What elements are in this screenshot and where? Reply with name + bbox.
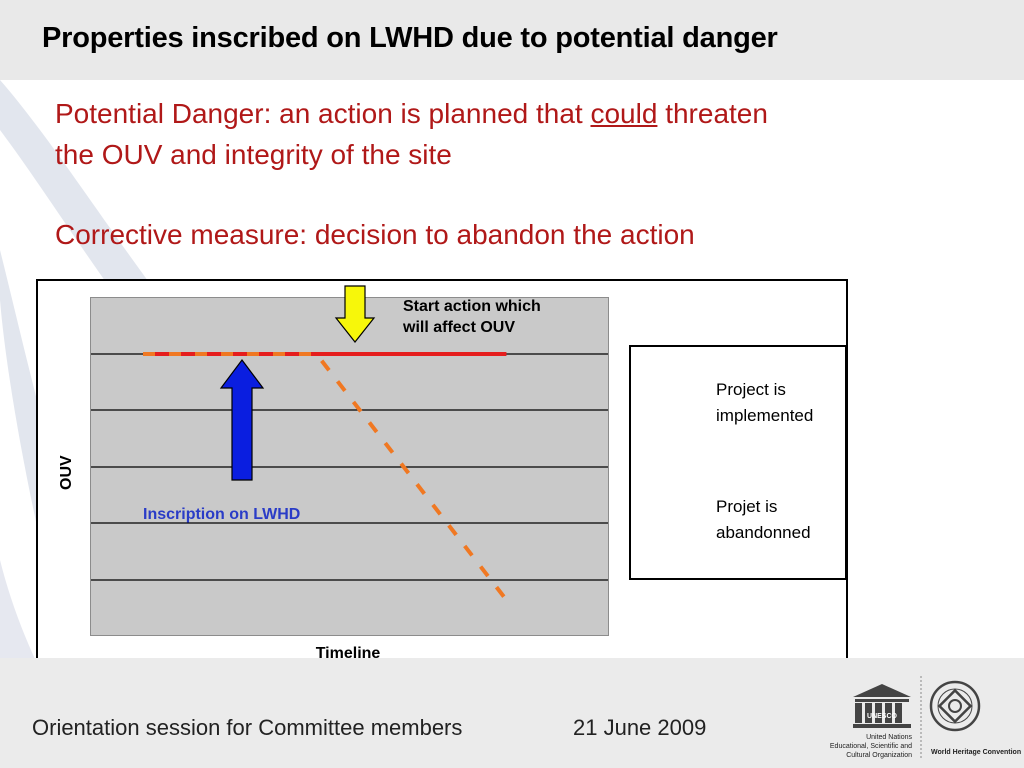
unesco-logo-text: UNESCO [867,713,898,720]
inscription-annotation: Inscription on LWHD [143,506,301,523]
start-action-line1: Start action which [403,298,541,315]
unesco-name: United Nations Educational, Scientific a… [820,733,912,760]
start-action-arrow [334,285,376,343]
world-heritage-emblem-icon [929,680,981,732]
footer-band [0,658,1024,768]
danger-text-post: threaten [657,98,768,129]
inscription-arrow [219,359,265,481]
x-axis-label: Timeline [315,645,381,662]
start-action-annotation: Start action which will affect OUV [403,296,603,338]
legend-entry-implemented: Project is implemented [716,377,846,429]
unesco-line2: Educational, Scientific and [829,743,912,750]
legend-abandoned-line1: Projet is [716,497,778,516]
danger-text-could: could [590,98,658,129]
footer-date: 21 June 2009 [573,715,707,740]
corrective-measure-text: Corrective measure: decision to abandon … [55,219,695,250]
legend-implemented-line1: Project is [716,380,786,399]
start-action-line2: will affect OUV [403,319,516,336]
legend-entry-abandoned: Projet is abandonned [716,494,846,546]
unesco-line3: Cultural Organization [846,752,912,759]
danger-definition-line1: Potential Danger: an action is planned t… [55,94,768,134]
unesco-logo-icon: UNESCO [853,684,911,728]
header-band [0,0,1024,80]
chart-legend [629,345,847,580]
legend-implemented-line2: implemented [716,406,814,425]
unesco-line1: United Nations [866,734,912,741]
legend-abandoned-line2: abandonned [716,523,811,542]
slide-title: Properties inscribed on LWHD due to pote… [42,22,778,54]
series-layer [143,352,509,602]
danger-text-pre: Potential Danger: an action is planned t… [55,98,591,129]
footer-session: Orientation session for Committee member… [32,715,463,740]
series-implemented-line [143,352,509,602]
danger-definition-line2: the OUV and integrity of the site [55,139,452,170]
whc-label: World Heritage Convention [931,749,1022,756]
